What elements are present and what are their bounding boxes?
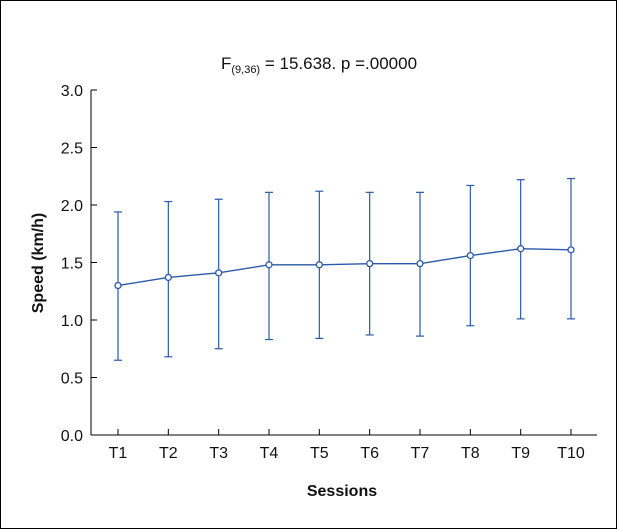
x-tick-label: T6 bbox=[360, 445, 379, 462]
data-point bbox=[466, 251, 474, 260]
data-point bbox=[215, 269, 223, 277]
x-tick-label: T3 bbox=[209, 445, 228, 462]
y-tick-label: 1.0 bbox=[61, 313, 83, 330]
data-point bbox=[164, 273, 172, 282]
x-tick-label: T4 bbox=[260, 445, 279, 462]
series-layer bbox=[114, 177, 575, 361]
x-tick-label: T10 bbox=[557, 445, 585, 462]
y-axis: 0.0 0.5 1.0 1.5 2.0 2.5 3.0 bbox=[61, 83, 97, 445]
data-point bbox=[315, 261, 323, 269]
x-tick-label: T2 bbox=[159, 445, 178, 462]
x-tick-label: T1 bbox=[109, 445, 128, 462]
x-tick-label: T5 bbox=[310, 445, 329, 462]
y-axis-title: Speed (km/h) bbox=[30, 213, 47, 313]
x-tick-label: T8 bbox=[461, 445, 480, 462]
data-point bbox=[114, 281, 122, 290]
data-point bbox=[265, 261, 273, 269]
x-tick-label: T9 bbox=[511, 445, 530, 462]
x-tick-label: T7 bbox=[411, 445, 430, 462]
data-point bbox=[517, 245, 525, 253]
data-point bbox=[567, 246, 575, 254]
y-tick-label: 1.5 bbox=[61, 256, 83, 273]
y-tick-label: 3.0 bbox=[61, 83, 83, 100]
series-line bbox=[117, 247, 572, 287]
data-point bbox=[416, 259, 424, 268]
y-tick-label: 0.0 bbox=[61, 428, 83, 445]
y-tick-label: 2.5 bbox=[61, 141, 83, 158]
y-tick-label: 0.5 bbox=[61, 371, 83, 388]
chart-title: F(9,36) = 15.638. p =.00000 bbox=[221, 54, 417, 76]
y-tick-label: 2.0 bbox=[61, 198, 83, 215]
x-axis: T1 T2 T3 T4 T5 T6 T7 T8 T9 T10 bbox=[109, 429, 585, 462]
x-axis-title: Sessions bbox=[307, 483, 377, 500]
data-point bbox=[366, 259, 374, 268]
